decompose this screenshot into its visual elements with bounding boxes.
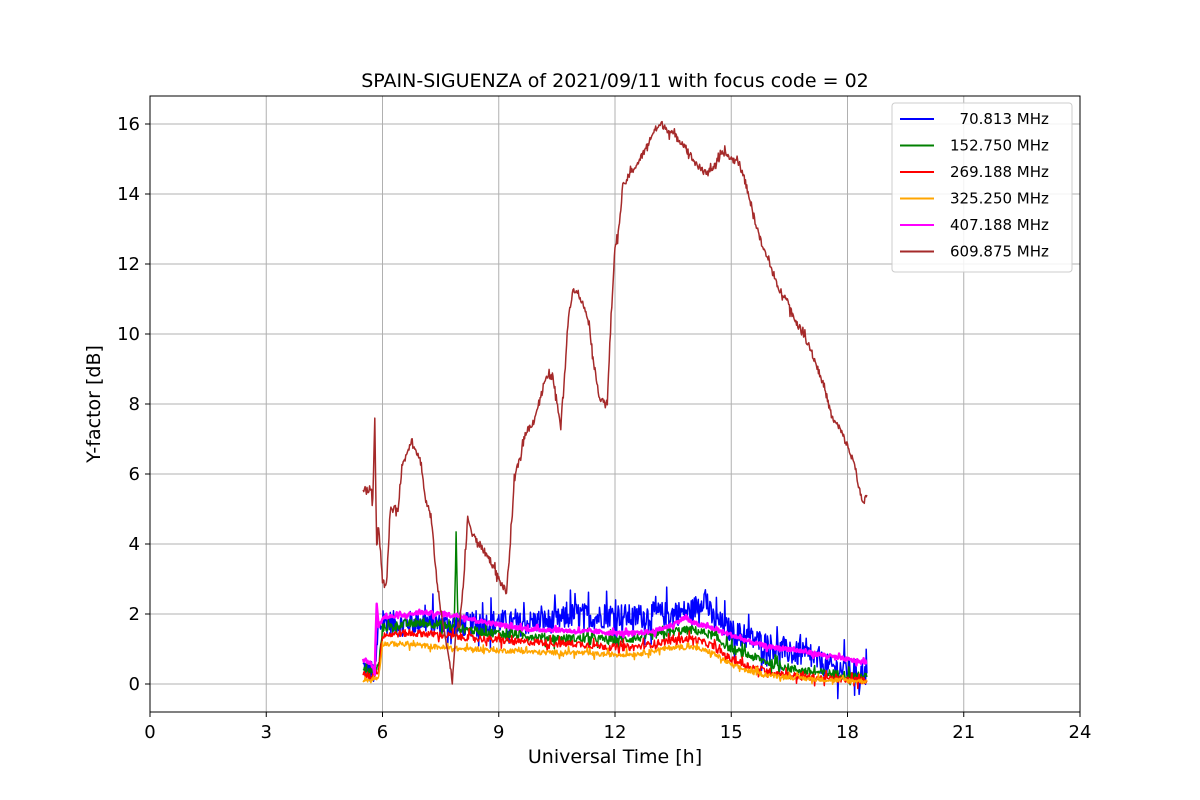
y-tick-label: 6: [129, 464, 140, 485]
y-tick-label: 10: [117, 324, 140, 345]
x-tick-label: 9: [493, 722, 504, 743]
x-tick-label: 12: [604, 722, 627, 743]
x-axis-label: Universal Time [h]: [528, 746, 702, 768]
y-tick-label: 8: [129, 394, 140, 415]
series-line-3: [362, 627, 868, 690]
y-tick-label: 2: [129, 604, 140, 625]
x-tick-label: 0: [144, 722, 155, 743]
legend: 70.813 MHz 152.750 MHz 269.188 MHz 325.250 …: [891, 102, 1073, 273]
x-tick-label: 3: [261, 722, 272, 743]
y-tick-label: 0: [129, 674, 140, 695]
y-axis-label: Y-factor [dB]: [83, 345, 105, 464]
legend-label-1: 70.813 MHz: [950, 110, 1049, 128]
chart-title: SPAIN-SIGUENZA of 2021/09/11 with focus …: [361, 70, 869, 92]
legend-label-6: 609.875 MHz: [950, 243, 1049, 261]
x-tick-label: 21: [952, 722, 975, 743]
x-tick-label: 18: [836, 722, 859, 743]
x-tick-label: 6: [377, 722, 388, 743]
legend-label-5: 407.188 MHz: [950, 216, 1049, 234]
y-tick-label: 16: [117, 114, 140, 135]
legend-label-4: 325.250 MHz: [950, 190, 1049, 208]
y-tick-label: 12: [117, 254, 140, 275]
legend-box: [891, 102, 1073, 273]
series-line-1: [362, 586, 868, 700]
series-line-5: [361, 602, 868, 676]
legend-label-3: 269.188 MHz: [950, 163, 1049, 181]
y-tick-label: 14: [117, 184, 140, 205]
series-layer: [361, 120, 868, 700]
series-line-6: [362, 120, 868, 685]
x-tick-label: 15: [720, 722, 743, 743]
x-tick-label: 24: [1069, 722, 1092, 743]
legend-label-2: 152.750 MHz: [950, 137, 1049, 155]
y-tick-label: 4: [129, 534, 140, 555]
